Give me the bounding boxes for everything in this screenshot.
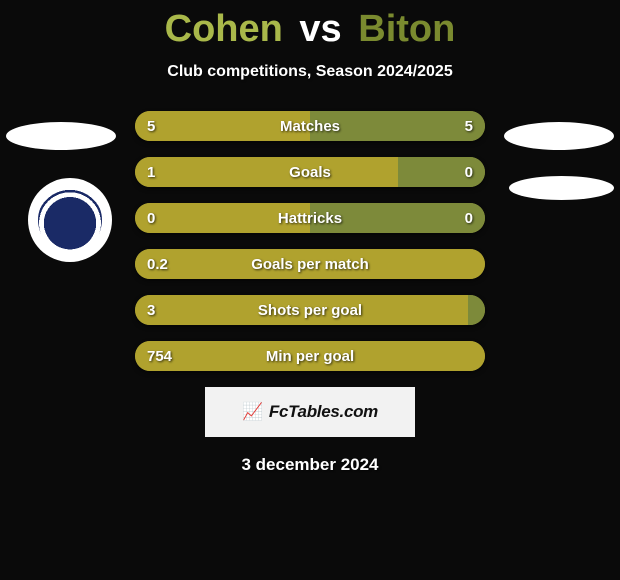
player1-photo-placeholder	[6, 122, 116, 150]
stat-row: 0.2Goals per match	[135, 249, 485, 279]
stat-row: 3Shots per goal	[135, 295, 485, 325]
stats-container: 55Matches 10Goals 00Hattricks 0.2Goals per …	[135, 111, 485, 371]
subtitle: Club competitions, Season 2024/2025	[0, 63, 620, 81]
stat-label: Goals	[135, 157, 485, 187]
stat-row: 754Min per goal	[135, 341, 485, 371]
player2-name: Biton	[358, 8, 455, 50]
player2-club-placeholder	[509, 176, 614, 200]
stat-label: Min per goal	[135, 341, 485, 371]
stat-label: Hattricks	[135, 203, 485, 233]
brand-logo: 📈 FcTables.com	[205, 387, 415, 437]
player2-photo-placeholder	[504, 122, 614, 150]
stat-row: 55Matches	[135, 111, 485, 141]
stat-row: 00Hattricks	[135, 203, 485, 233]
club-badge-icon	[38, 188, 102, 252]
chart-icon: 📈	[242, 402, 263, 422]
stat-label: Shots per goal	[135, 295, 485, 325]
brand-text: FcTables.com	[269, 402, 378, 422]
player1-name: Cohen	[165, 8, 283, 50]
stat-label: Matches	[135, 111, 485, 141]
comparison-title: Cohen vs Biton	[0, 0, 620, 51]
player1-club-badge	[28, 178, 112, 262]
stat-row: 10Goals	[135, 157, 485, 187]
stat-label: Goals per match	[135, 249, 485, 279]
vs-label: vs	[299, 8, 341, 50]
footer-date: 3 december 2024	[0, 455, 620, 475]
